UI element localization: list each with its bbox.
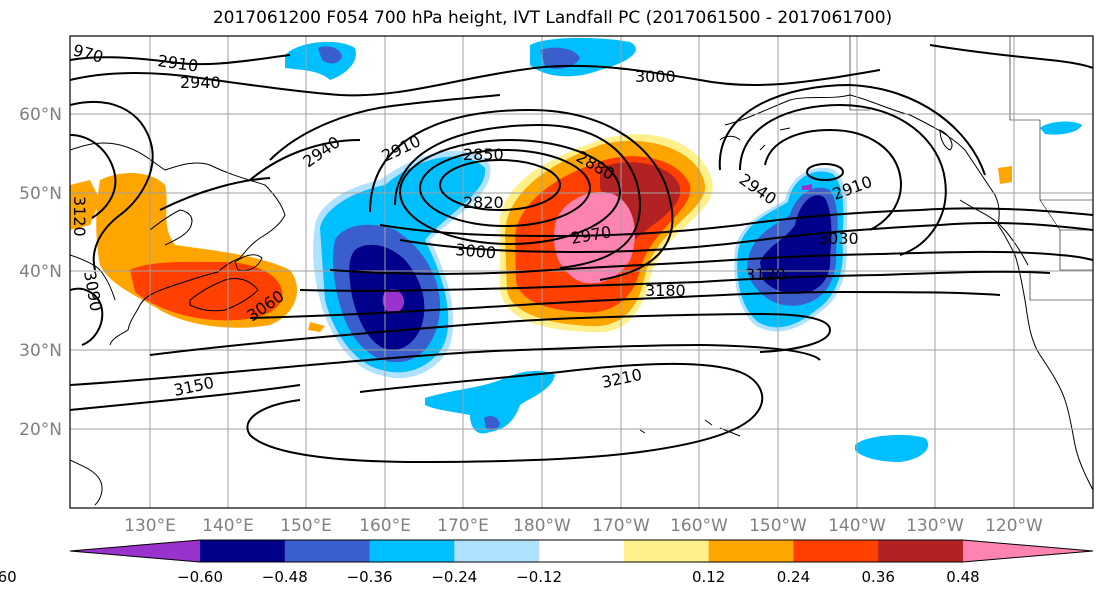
map-title: 2017061200 F054 700 hPa height, IVT Land… [212, 8, 893, 28]
lon-tick-label: 180°W [513, 516, 571, 536]
lat-tick-label: 30°N [19, 341, 62, 361]
pos-asia-024c [308, 322, 325, 332]
lon-tick-label: 170°W [592, 516, 650, 536]
lon-tick-label: 160°E [359, 516, 411, 536]
colorbar-outline [69, 539, 1094, 563]
contour-label: 3120 [70, 196, 89, 237]
colorbar-tick-label: −0.12 [516, 568, 562, 586]
colorbar-extend-high [963, 540, 1093, 562]
colorbar: −0.60 −0.48 −0.36 −0.24 −0.12 0.12 0.24 0.36 0.4… [0, 539, 1094, 586]
lon-tick-label: 120°W [985, 516, 1043, 536]
colorbar-segment [369, 540, 455, 562]
colorbar-segment [793, 540, 879, 562]
contour-label: 3180 [645, 281, 686, 300]
contour-label: 2940 [180, 73, 221, 92]
colorbar-tick-label: 0.48 [946, 568, 979, 586]
colorbar-segment [200, 540, 286, 562]
colorbar-tick-label: −0.24 [431, 568, 477, 586]
colorbar-tick-label: −0.60 [177, 568, 223, 586]
colorbar-tick-label: 0.36 [862, 568, 895, 586]
lat-ticks: 20°N 30°N 40°N 50°N 60°N [19, 105, 62, 440]
neg-south-a [425, 370, 555, 434]
lon-tick-label: 130°E [124, 516, 176, 536]
lon-ticks: 130°E 140°E 150°E 160°E 170°E 180°W 170°… [124, 516, 1043, 536]
lon-tick-label: 150°E [280, 516, 332, 536]
colorbar-segment [878, 540, 964, 562]
colorbar-tick-label: 0.12 [692, 568, 725, 586]
neg-north-a2 [318, 46, 342, 64]
lat-tick-label: 40°N [19, 262, 62, 282]
colorbar-tick-label: 0.24 [777, 568, 810, 586]
neg-145w-060 [802, 184, 812, 190]
lon-tick-label: 160°W [670, 516, 728, 536]
lon-tick-label: 140°W [828, 516, 886, 536]
contour-label: 3000 [635, 67, 676, 86]
colorbar-tick-label: −0.36 [347, 568, 393, 586]
height-contours [70, 44, 1093, 464]
map-frame [69, 35, 1094, 509]
pos-asia-036 [130, 261, 283, 321]
political-borders [849, 36, 1093, 301]
pos-east-024 [998, 166, 1012, 184]
colorbar-segment [708, 540, 794, 562]
contour-label: 3120 [745, 265, 786, 284]
contour-label: 3000 [455, 240, 497, 262]
colorbar-segment [454, 540, 540, 562]
lon-tick-label: 140°E [202, 516, 254, 536]
colorbar-tick-label: 0.60 [0, 568, 17, 586]
lon-tick-label: 150°W [749, 516, 807, 536]
lon-tick-label: 130°W [906, 516, 964, 536]
colorbar-extend-low [70, 540, 200, 562]
pos-field-060 [553, 191, 635, 284]
neg-north-b2 [540, 47, 580, 69]
graticule [70, 36, 1093, 508]
neg-160e-060 [382, 289, 405, 314]
contour-label: 3030 [818, 229, 859, 248]
neg-south-a2 [484, 416, 500, 431]
colorbar-segment [539, 540, 625, 562]
lat-tick-label: 60°N [19, 105, 62, 125]
colorbar-segment [623, 540, 710, 562]
lon-tick-label: 170°E [437, 516, 489, 536]
colorbar-tick-label: −0.48 [262, 568, 308, 586]
lat-tick-label: 20°N [19, 420, 62, 440]
contour-label: 2850 [463, 145, 504, 164]
neg-south-b [855, 434, 929, 462]
neg-north-c [1040, 121, 1082, 135]
lat-tick-label: 50°N [19, 184, 62, 204]
contour-label: 2820 [463, 193, 504, 212]
colorbar-segment [284, 540, 371, 562]
